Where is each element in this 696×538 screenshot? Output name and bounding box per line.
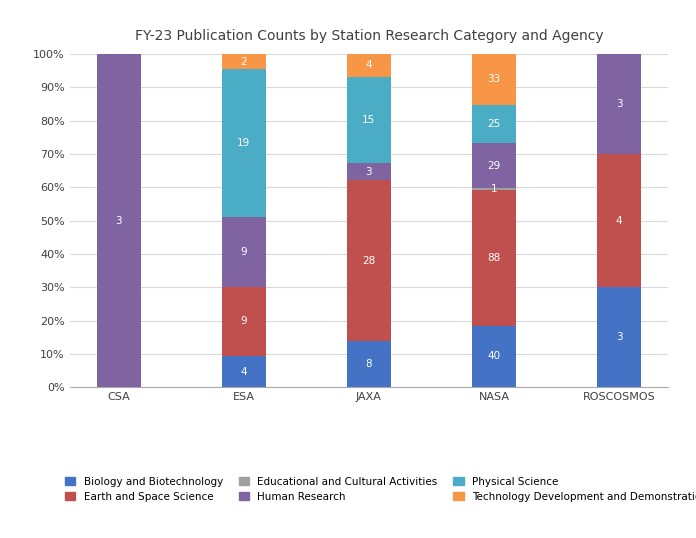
Bar [597,154,641,287]
Text: 9: 9 [241,316,247,327]
Text: 1: 1 [491,184,497,194]
Bar [222,217,266,287]
Legend: Biology and Biotechnology, Earth and Space Science, Educational and Cultural Act: Biology and Biotechnology, Earth and Spa… [61,472,696,506]
Text: 4: 4 [616,216,622,225]
Bar [222,287,266,356]
Bar [597,287,641,387]
Text: 2: 2 [241,56,247,67]
Text: 19: 19 [237,138,251,148]
Text: 15: 15 [362,115,376,125]
Text: 9: 9 [241,246,247,257]
Text: 4: 4 [241,367,247,377]
Bar [472,190,516,325]
Text: 3: 3 [116,216,122,225]
Text: 28: 28 [362,256,376,266]
Text: 4: 4 [365,60,372,70]
Bar [222,69,266,217]
Bar [472,325,516,387]
Text: 33: 33 [487,74,500,84]
Text: 25: 25 [487,119,500,129]
Bar [597,54,641,154]
Bar [222,54,266,69]
Bar [347,163,390,180]
Text: 8: 8 [365,359,372,370]
Title: FY-23 Publication Counts by Station Research Category and Agency: FY-23 Publication Counts by Station Rese… [134,29,603,43]
Bar [472,105,516,143]
Text: 88: 88 [487,253,500,263]
Bar [347,54,390,77]
Text: 40: 40 [487,351,500,362]
Bar [347,341,390,387]
Bar [347,77,390,163]
Bar [472,143,516,188]
Bar [97,54,141,387]
Bar [222,356,266,387]
Text: 29: 29 [487,161,500,171]
Bar [472,188,516,190]
Bar [472,54,516,105]
Text: 3: 3 [365,167,372,176]
Text: 3: 3 [616,99,622,109]
Bar [347,180,390,341]
Text: 3: 3 [616,332,622,342]
